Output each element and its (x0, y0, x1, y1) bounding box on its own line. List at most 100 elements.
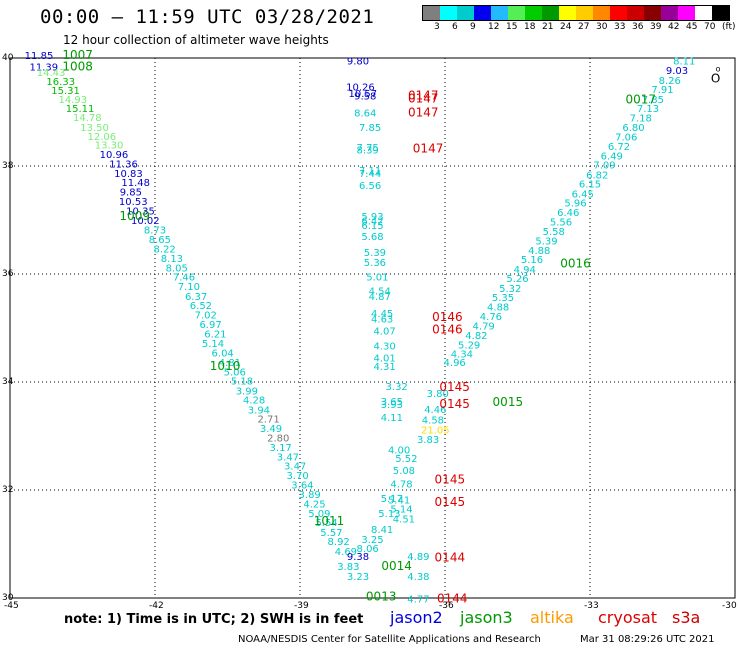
legend-label: 21 (542, 22, 554, 32)
orbit-number-label: 1007 (62, 48, 93, 62)
wave-height-value: 7.75 (357, 143, 379, 154)
wave-height-value: 14.93 (59, 95, 88, 106)
wave-height-value: 16.33 (46, 77, 75, 88)
orbit-number-label: 0146 (432, 310, 463, 324)
satellite-s3a: s3a (672, 608, 701, 627)
map-title: 00:00 — 11:59 UTC 03/28/2021 (40, 6, 375, 28)
map-subtitle: 12 hour collection of altimeter wave hei… (63, 33, 329, 47)
wave-height-value: 3.80 (427, 389, 449, 400)
legend-swatch-13 (644, 6, 661, 20)
orbit-number-label: 0147 (408, 105, 439, 119)
legend-label: 15 (506, 22, 518, 32)
wave-height-value: 8.41 (371, 525, 393, 536)
wave-height-value: 3.70 (286, 471, 308, 482)
legend-swatch-5 (508, 6, 525, 20)
wave-height-value: 8.13 (161, 254, 183, 265)
legend-label: 27 (578, 22, 590, 32)
wave-height-value: 4.76 (480, 312, 502, 323)
wave-height-value: 3.17 (270, 443, 292, 454)
wave-height-value: 3.47 (277, 452, 299, 463)
wave-height-value: 4.31 (373, 362, 395, 373)
wave-height-value: 9.38 (347, 552, 369, 563)
wave-height-value: 8.06 (357, 544, 379, 555)
wave-height-value: 4.00 (388, 445, 410, 456)
wave-height-value: 4.81 (219, 358, 241, 369)
legend-swatch-15 (678, 6, 695, 20)
wave-height-value: 4.34 (451, 350, 473, 361)
wave-height-value: 7.13 (637, 104, 659, 115)
orbit-number-label: 0145 (435, 495, 466, 509)
wave-height-value: 9.80 (347, 56, 369, 67)
wave-height-value: 8.39 (357, 146, 379, 157)
legend-swatch-10 (593, 6, 610, 20)
legend-swatch-1 (440, 6, 457, 20)
wave-height-value: 6.97 (199, 320, 221, 331)
legend-swatch-0 (423, 6, 440, 20)
wave-height-value: 10.35 (126, 207, 155, 218)
wave-height-value: 5.96 (564, 199, 586, 210)
orbit-number-label: 0017 (625, 92, 656, 106)
legend-label: 36 (632, 22, 644, 32)
wave-height-value: 4.89 (407, 552, 429, 563)
wave-height-value: 14.43 (37, 68, 66, 79)
orbit-number-label: 0013 (366, 590, 397, 604)
orbit-number-label: 1008 (62, 59, 93, 73)
wave-height-value: 3.83 (417, 435, 439, 446)
wave-height-value: 5.08 (393, 466, 415, 477)
wave-height-value: 11.85 (25, 51, 54, 62)
wave-height-value: 10.57 (349, 89, 378, 100)
wave-height-value: 3.94 (248, 405, 270, 416)
legend-swatch-11 (610, 6, 627, 20)
legend-label: 3 (434, 22, 440, 32)
color-legend: 3 6 9 12 15 18 21 24 27 30 33 36 39 42 45 70 (ft) (422, 5, 736, 33)
wave-height-value: 4.46 (424, 405, 446, 416)
legend-label: 24 (560, 22, 572, 32)
wave-height-value: 4.63 (371, 315, 393, 326)
wave-height-value: 5.35 (492, 293, 514, 304)
wave-height-value: 4.51 (393, 514, 415, 525)
orbit-number-label: 0146 (432, 322, 463, 336)
wave-height-value: 6.52 (190, 301, 212, 312)
dot-symbol: o (716, 65, 721, 74)
wave-height-value: 10.96 (100, 150, 129, 161)
legend-swatch-6 (525, 6, 542, 20)
legend-label: 70 (704, 22, 716, 32)
legend-swatch-7 (542, 6, 559, 20)
wave-height-value: 8.22 (154, 244, 176, 255)
legend-label: 33 (614, 22, 626, 32)
orbit-number-label: 0016 (560, 257, 591, 271)
wave-height-value: 6.45 (572, 189, 594, 200)
wave-height-value: 4.79 (473, 322, 495, 333)
wave-height-value: 8.73 (144, 226, 166, 237)
lon-tick-label: -42 (149, 601, 164, 611)
wave-height-value: 15.31 (51, 86, 80, 97)
legend-swatch-14 (661, 6, 678, 20)
wave-height-value: 9.58 (354, 92, 376, 103)
wave-height-value: 15.11 (66, 104, 95, 115)
wave-height-value: 2.71 (257, 415, 279, 426)
lon-tick-label: -39 (294, 601, 309, 611)
satellite-jason2: jason2 (390, 608, 443, 627)
legend-label: 45 (686, 22, 698, 32)
legend-swatch-8 (559, 6, 576, 20)
legend-swatch-12 (627, 6, 644, 20)
legend-swatch-9 (576, 6, 593, 20)
orbit-number-label: 0145 (439, 397, 470, 411)
wave-height-value: 3.99 (236, 386, 258, 397)
wave-height-value: 6.21 (204, 330, 226, 341)
wave-height-value: 6.56 (359, 181, 381, 192)
legend-label: (ft) (722, 22, 736, 32)
wave-height-value: 3.23 (347, 572, 369, 583)
wave-height-value: 4.54 (369, 287, 391, 298)
wave-height-value: 12.06 (88, 132, 117, 143)
legend-swatch-4 (491, 6, 508, 20)
wave-height-value: 5.68 (361, 232, 383, 243)
wave-height-value: 5.09 (308, 509, 330, 520)
wave-height-value: 5.01 (366, 272, 388, 283)
wave-height-value: 4.38 (407, 572, 429, 583)
legend-swatch-17 (712, 6, 729, 20)
wave-height-value: 4.88 (487, 303, 509, 314)
wave-height-value: 4.94 (514, 265, 536, 276)
legend-label: 30 (596, 22, 608, 32)
footer-note: note: 1) Time is in UTC; 2) SWH is in fe… (64, 612, 364, 627)
